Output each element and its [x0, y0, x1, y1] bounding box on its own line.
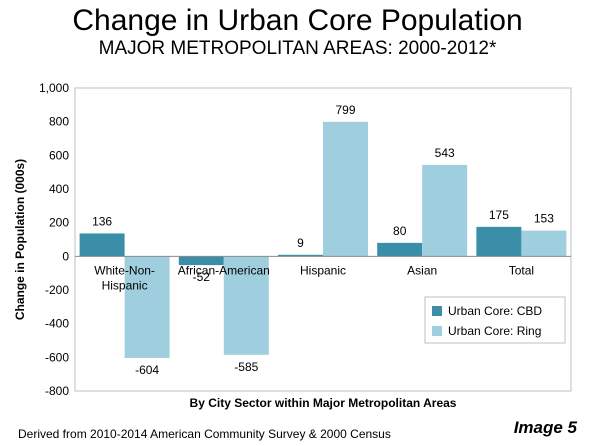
data-label: -585 [234, 360, 258, 374]
category-label: African-American [178, 263, 270, 277]
legend: Urban Core: CBD Urban Core: Ring [424, 296, 566, 344]
data-label: 799 [335, 103, 355, 117]
bar-ring [521, 230, 567, 257]
chart-subtitle: MAJOR METROPOLITAN AREAS: 2000-2012* [98, 38, 497, 59]
bar-cbd [476, 226, 522, 257]
y-tick-label: 1,000 [39, 81, 69, 95]
bar-cbd [278, 254, 323, 257]
bar-cbd [79, 233, 125, 257]
data-label: 543 [435, 146, 455, 160]
y-axis-title: Change in Population (000s) [13, 159, 27, 320]
data-label: 80 [393, 224, 407, 238]
bar-cbd [178, 256, 224, 266]
chart-title: Change in Urban Core Population [72, 4, 523, 37]
data-label: 136 [92, 214, 112, 228]
data-label: 153 [534, 212, 554, 226]
legend-label: Urban Core: CBD [448, 304, 542, 318]
bar-cbd [377, 242, 423, 257]
bar-ring [323, 121, 368, 257]
y-tick-label: 800 [49, 115, 69, 129]
x-axis-title: By City Sector within Major Metropolitan… [190, 396, 457, 410]
y-tick-label: -800 [45, 384, 69, 398]
legend-swatch [432, 326, 442, 336]
data-label: 175 [489, 208, 509, 222]
category-label: Asian [407, 263, 437, 277]
source-footnote: Derived from 2010-2014 American Communit… [18, 427, 391, 441]
y-tick-label: -600 [45, 350, 69, 364]
y-tick-label: -400 [45, 317, 69, 331]
data-label: -604 [135, 363, 159, 377]
y-tick-label: 0 [62, 249, 69, 263]
category-label: Hispanic [300, 263, 346, 277]
legend-label: Urban Core: Ring [448, 324, 541, 338]
data-label: 9 [297, 236, 304, 250]
image-number: Image 5 [513, 418, 577, 437]
legend-swatch [432, 306, 442, 316]
category-label: Hispanic [102, 278, 148, 292]
legend-box [424, 296, 566, 344]
category-label: Total [509, 263, 534, 277]
data-label: -52 [193, 270, 211, 284]
bar-ring [422, 164, 468, 257]
y-tick-label: 600 [49, 148, 69, 162]
category-label: White-Non- [94, 263, 155, 277]
y-tick-label: 400 [49, 182, 69, 196]
bar-ring [223, 256, 269, 355]
bar-ring [124, 256, 170, 359]
y-tick-label: -200 [45, 283, 69, 297]
y-tick-label: 200 [49, 216, 69, 230]
